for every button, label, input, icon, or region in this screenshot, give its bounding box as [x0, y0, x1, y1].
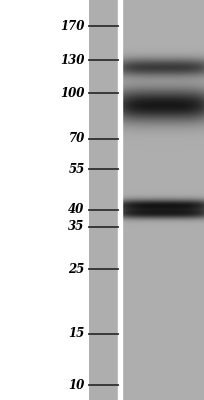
- Text: 70: 70: [68, 132, 85, 145]
- Text: 35: 35: [68, 220, 85, 233]
- Text: 170: 170: [60, 20, 85, 33]
- Text: 40: 40: [68, 203, 85, 216]
- Text: 130: 130: [60, 54, 85, 67]
- Text: 25: 25: [68, 263, 85, 276]
- Text: 55: 55: [68, 163, 85, 176]
- Text: 10: 10: [68, 379, 85, 392]
- Text: 100: 100: [60, 87, 85, 100]
- Text: 15: 15: [68, 328, 85, 340]
